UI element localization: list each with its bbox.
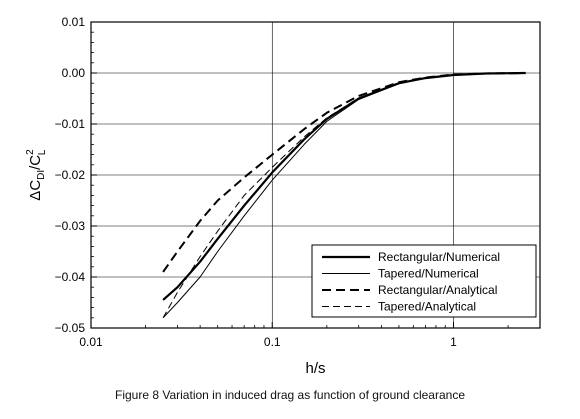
- legend: Rectangular/Numerical Tapered/Numerical Re…: [311, 244, 537, 318]
- y-tick-label: −0.01: [55, 117, 86, 131]
- x-tick-label: 1: [450, 335, 457, 349]
- axis-ticks: 0.010.00−0.01−0.02−0.03−0.04−0.050.01 0.1…: [55, 15, 541, 349]
- y-tick-label: 0.01: [62, 15, 86, 29]
- series-line-3: [162, 72, 526, 273]
- y-tick-label: −0.02: [55, 168, 86, 182]
- x-tick-label: 0.01: [79, 335, 103, 349]
- x-axis-title: h/s: [305, 360, 325, 377]
- series-line-4: [162, 72, 526, 319]
- figure-caption: Figure 8 Variation in induced drag as fu…: [115, 388, 465, 402]
- y-tick-label: −0.04: [55, 270, 86, 284]
- y-tick-label: −0.05: [55, 321, 86, 335]
- legend-label-1: Rectangular/Numerical: [378, 250, 500, 264]
- y-tick-label: −0.03: [55, 219, 86, 233]
- series-lines: [162, 71, 526, 319]
- legend-label-3: Rectangular/Analytical: [378, 283, 497, 297]
- y-axis-title: ΔCDI/C2L: [25, 149, 48, 201]
- y-tick-label: 0.00: [62, 66, 86, 80]
- legend-label-2: Tapered/Numerical: [378, 267, 479, 281]
- legend-label-4: Tapered/Analytical: [378, 300, 476, 314]
- x-tick-label: 0.1: [264, 335, 281, 349]
